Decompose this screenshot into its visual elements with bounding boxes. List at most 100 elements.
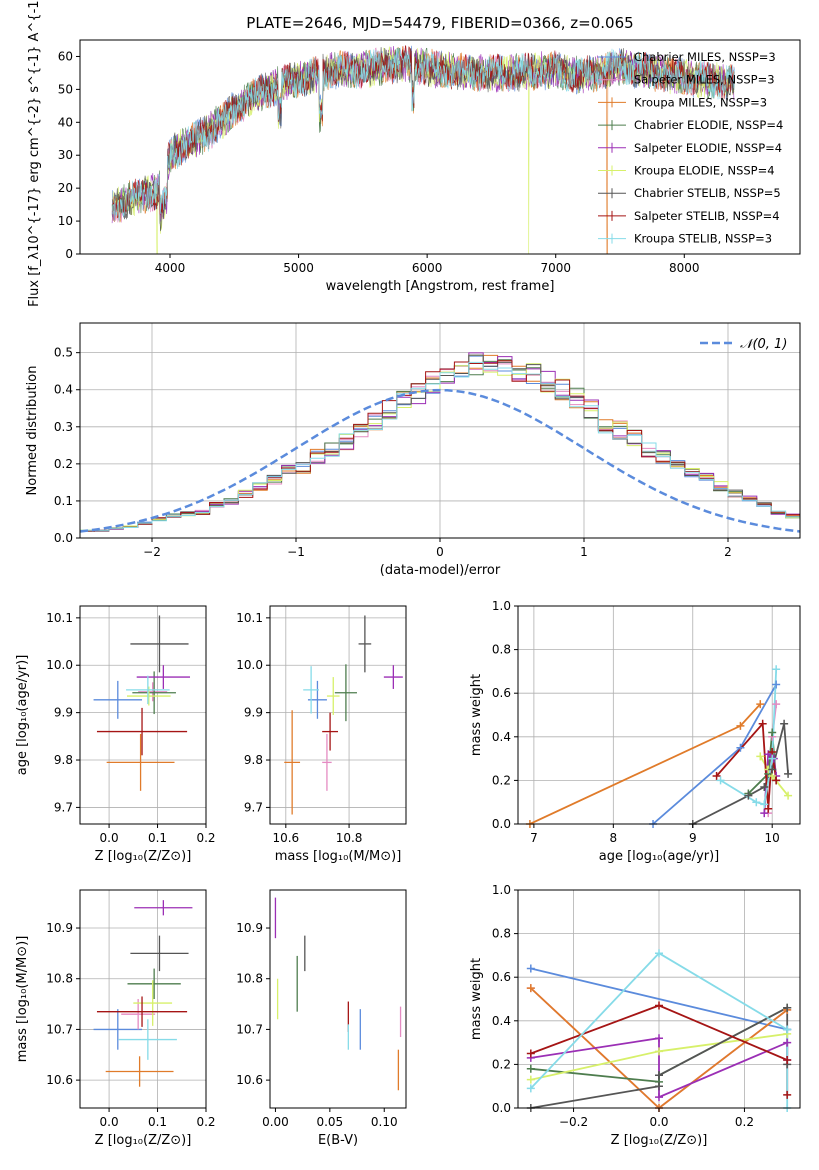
x-tick-label: 0.0 — [100, 831, 119, 845]
x-tick-label: 8 — [610, 831, 618, 845]
weight-marker-kroupa-stelib — [760, 800, 769, 809]
legend-entry: Chabrier STELIB, NSSP=5 — [634, 186, 781, 200]
y-tick-label: 1.0 — [492, 599, 511, 613]
residuals-ylabel: Normed distribution — [25, 366, 40, 496]
y-tick-label: 0.0 — [492, 817, 511, 831]
weight-marker-kroupa-stelib — [772, 665, 781, 674]
legend-entry: Salpeter STELIB, NSSP=4 — [634, 209, 780, 223]
weight-marker-salpeter-stelib — [526, 1049, 535, 1058]
mass_vs_Z-xlabel: Z [log₁₀(Z/Z⊙)] — [95, 1133, 192, 1148]
x-tick-label: 0.2 — [196, 1115, 215, 1129]
y-tick-label: 9.7 — [54, 800, 73, 814]
weight-marker-kroupa-miles — [736, 721, 745, 730]
weight-marker-salpeter-stelib — [764, 804, 773, 813]
y-tick-label: 10.9 — [46, 921, 73, 935]
y-tick-label: 10.9 — [236, 921, 263, 935]
x-tick-label: −1 — [287, 545, 305, 559]
y-tick-label: 0.1 — [54, 494, 73, 508]
x-tick-label: 0.0 — [100, 1115, 119, 1129]
x-tick-label: 0.2 — [196, 831, 215, 845]
x-tick-label: 4000 — [155, 261, 186, 275]
mass_vs_Z-plot-area — [93, 900, 193, 1087]
weight-marker-kroupa-elodie — [756, 752, 765, 761]
x-tick-label: 0.10 — [371, 1115, 398, 1129]
weight-marker-kroupa-miles — [756, 700, 765, 709]
histogram-kroupa-stelib — [80, 361, 800, 538]
weight-marker-salpeter-elodie — [655, 1034, 663, 1043]
weight-marker-kroupa-stelib — [768, 754, 777, 763]
weight-marker-chabrier-miles — [772, 680, 781, 689]
x-tick-label: 9 — [689, 831, 697, 845]
age_vs_mass-panel — [270, 606, 406, 824]
y-tick-label: 0 — [65, 247, 73, 261]
y-tick-label: 1.0 — [492, 883, 511, 897]
weight-marker-salpeter-elodie — [655, 1093, 663, 1102]
x-tick-label: 7000 — [540, 261, 571, 275]
spectrum-frame — [79, 39, 801, 255]
weight-marker-kroupa-stelib — [526, 1084, 535, 1093]
x-tick-label: 0.0 — [649, 1115, 668, 1129]
legend-entry: Salpeter ELODIE, NSSP=4 — [634, 141, 782, 155]
weight-marker-kroupa-stelib — [752, 798, 761, 807]
weight-marker-kroupa-stelib — [655, 949, 663, 958]
y-tick-label: 0.6 — [492, 686, 511, 700]
weight-marker-salpeter-stelib — [772, 776, 781, 785]
y-tick-label: 10.8 — [236, 972, 263, 986]
y-tick-label: 10.0 — [236, 658, 263, 672]
weight-marker-kroupa-stelib — [716, 776, 725, 785]
x-tick-label: 0.1 — [148, 831, 167, 845]
x-tick-label: 0.05 — [316, 1115, 343, 1129]
mass_vs_Z-ylabel: mass [log₁₀(M/M⊙)] — [15, 936, 30, 1063]
x-tick-label: 0.1 — [148, 1115, 167, 1129]
x-tick-label: 2 — [724, 545, 732, 559]
weight-marker-kroupa-stelib — [783, 1025, 792, 1034]
weight-marker-salpeter-stelib — [783, 1056, 792, 1065]
y-tick-label: 10.6 — [46, 1073, 73, 1087]
weight-marker-chabrier-stelib — [783, 1003, 792, 1012]
weight-line-kroupa-miles — [529, 703, 761, 824]
mass_vs_EBV-xlabel: E(B-V) — [318, 1133, 358, 1148]
y-tick-label: 9.7 — [244, 800, 263, 814]
x-tick-label: 0 — [436, 545, 444, 559]
y-tick-label: 40 — [58, 115, 73, 129]
weight-marker-salpeter-stelib — [758, 719, 767, 728]
weight-marker-salpeter-elodie — [760, 809, 769, 818]
weight-marker-chabrier-stelib — [655, 1082, 663, 1091]
y-tick-label: 0.4 — [492, 1014, 511, 1028]
x-tick-label: 10.8 — [336, 831, 363, 845]
normal-curve — [80, 388, 800, 533]
y-tick-label: 10.1 — [46, 611, 73, 625]
legend-entry: Salpeter MILES, NSSP=3 — [634, 73, 775, 87]
x-tick-label: −0.2 — [559, 1115, 588, 1129]
x-tick-label: −2 — [143, 545, 161, 559]
weight-marker-chabrier-stelib — [760, 782, 769, 791]
x-tick-label: 7 — [530, 831, 538, 845]
y-tick-label: 0.8 — [492, 643, 511, 657]
y-tick-label: 30 — [58, 148, 73, 162]
mass_vs_Z-panel — [80, 890, 207, 1108]
weight-marker-salpeter-stelib — [655, 1001, 663, 1010]
y-tick-label: 0.4 — [54, 383, 73, 397]
age_vs_Z-ylabel: age [log₁₀(age/yr)] — [15, 655, 30, 776]
y-tick-label: 9.8 — [244, 753, 263, 767]
age_vs_Z-frame — [79, 605, 207, 825]
residuals-plot-area — [80, 352, 800, 538]
weight-marker-kroupa-elodie — [655, 1047, 663, 1056]
weight-marker-chabrier-stelib — [780, 719, 789, 728]
x-tick-label: 5000 — [283, 261, 314, 275]
y-tick-label: 10.8 — [46, 972, 73, 986]
y-tick-label: 50 — [58, 82, 73, 96]
y-tick-label: 10.7 — [46, 1022, 73, 1036]
y-tick-label: 0.8 — [492, 927, 511, 941]
y-tick-label: 0.2 — [492, 1057, 511, 1071]
x-tick-label: 1 — [580, 545, 588, 559]
weight-marker-chabrier-stelib — [784, 769, 793, 778]
y-tick-label: 0.0 — [492, 1101, 511, 1115]
weight-marker-salpeter-elodie — [783, 1038, 792, 1047]
weight_vs_Z-plot-area — [530, 952, 789, 1108]
x-tick-label: 10.6 — [272, 831, 299, 845]
age_vs_mass-xlabel: mass [log₁₀(M/M⊙)] — [275, 849, 402, 864]
y-tick-label: 0.2 — [492, 773, 511, 787]
y-tick-label: 10.7 — [236, 1022, 263, 1036]
weight_vs_Z-xlabel: Z [log₁₀(Z/Z⊙)] — [611, 1133, 708, 1148]
